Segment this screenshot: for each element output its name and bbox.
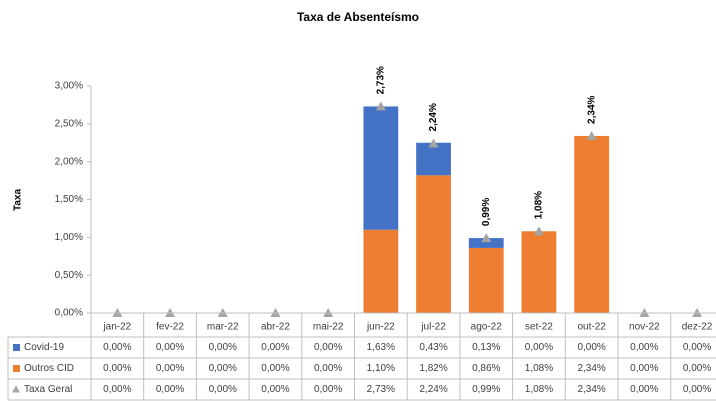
x-tick-label: mai-22: [313, 322, 344, 333]
table-cell: 0,00%: [261, 342, 289, 353]
y-tick-label: 0,00%: [55, 308, 83, 319]
table-cell: 0,00%: [683, 384, 711, 395]
y-tick-label: 1,50%: [55, 194, 83, 205]
table-cell: 0,00%: [314, 384, 342, 395]
y-tick-label: 3,00%: [55, 81, 83, 92]
x-tick-label: nov-22: [629, 322, 660, 333]
table-cell: 0,00%: [314, 363, 342, 374]
table-cell: 0,00%: [156, 342, 184, 353]
x-tick-label: fev-22: [156, 322, 184, 333]
x-tick-label: dez-22: [682, 322, 713, 333]
data-label: 2,73%: [375, 66, 386, 94]
bar: [468, 247, 504, 313]
table-cell: 2,24%: [419, 384, 447, 395]
legend-label: Taxa Geral: [24, 384, 72, 395]
table-cell: 0,13%: [472, 342, 500, 353]
bar: [363, 229, 399, 313]
table-cell: 0,00%: [314, 342, 342, 353]
marker: [428, 138, 439, 148]
table-cell: 0,00%: [630, 363, 658, 374]
legend-key: [12, 385, 20, 393]
x-tick-label: mar-22: [207, 322, 239, 333]
legend-label: Covid-19: [24, 342, 64, 353]
bar: [468, 238, 504, 248]
bar: [416, 175, 451, 313]
bar: [521, 231, 557, 313]
table-cell: 0,43%: [419, 342, 447, 353]
table-cell: 0,00%: [103, 384, 131, 395]
x-tick-label: jul-22: [420, 322, 446, 333]
legend-key: [13, 344, 20, 351]
table-cell: 2,73%: [367, 384, 395, 395]
table-cell: 0,00%: [209, 342, 237, 353]
table-cell: 0,00%: [630, 342, 658, 353]
table-cell: 0,00%: [209, 384, 237, 395]
table-cell: 1,08%: [525, 363, 553, 374]
data-label: 1,08%: [534, 191, 545, 219]
table-cell: 0,00%: [683, 342, 711, 353]
table-cell: 0,00%: [683, 363, 711, 374]
marker: [533, 226, 544, 236]
y-tick-label: 0,50%: [55, 270, 83, 281]
legend-label: Outros CID: [24, 363, 74, 374]
legend-key: [13, 365, 20, 372]
table-cell: 0,00%: [156, 363, 184, 374]
x-tick-label: jun-22: [366, 322, 395, 333]
table-cell: 0,00%: [525, 342, 553, 353]
x-tick-label: ago-22: [471, 322, 503, 333]
x-tick-label: set-22: [525, 322, 553, 333]
table-cell: 0,00%: [209, 363, 237, 374]
table-cell: 0,00%: [103, 363, 131, 374]
y-tick-label: 2,50%: [55, 118, 83, 129]
table-cell: 0,00%: [261, 384, 289, 395]
bar: [574, 135, 610, 313]
x-tick-label: jan-22: [102, 322, 131, 333]
table-cell: 0,86%: [472, 363, 500, 374]
bar: [363, 106, 399, 230]
table-cell: 0,00%: [156, 384, 184, 395]
table-cell: 0,00%: [577, 342, 605, 353]
table-cell: 0,99%: [472, 384, 500, 395]
table-cell: 2,34%: [577, 384, 605, 395]
x-tick-label: abr-22: [261, 322, 290, 333]
marker: [481, 233, 492, 243]
x-tick-label: out-22: [577, 322, 606, 333]
table-cell: 1,10%: [367, 363, 395, 374]
y-tick-label: 2,00%: [55, 156, 83, 167]
y-tick-label: 1,00%: [55, 232, 83, 243]
table-cell: 2,34%: [577, 363, 605, 374]
table-cell: 1,63%: [367, 342, 395, 353]
table-cell: 1,08%: [525, 384, 553, 395]
y-axis-label: Taxa: [13, 189, 24, 211]
data-label: 2,34%: [586, 95, 597, 123]
table-cell: 0,00%: [630, 384, 658, 395]
bar: [416, 142, 451, 176]
table-cell: 1,82%: [419, 363, 447, 374]
marker: [586, 130, 597, 140]
chart-title: Taxa de Absenteísmo: [297, 10, 419, 24]
data-label: 2,24%: [428, 103, 439, 131]
table-cell: 0,00%: [261, 363, 289, 374]
data-label: 0,99%: [481, 198, 492, 226]
table-cell: 0,00%: [103, 342, 131, 353]
marker: [375, 101, 386, 111]
